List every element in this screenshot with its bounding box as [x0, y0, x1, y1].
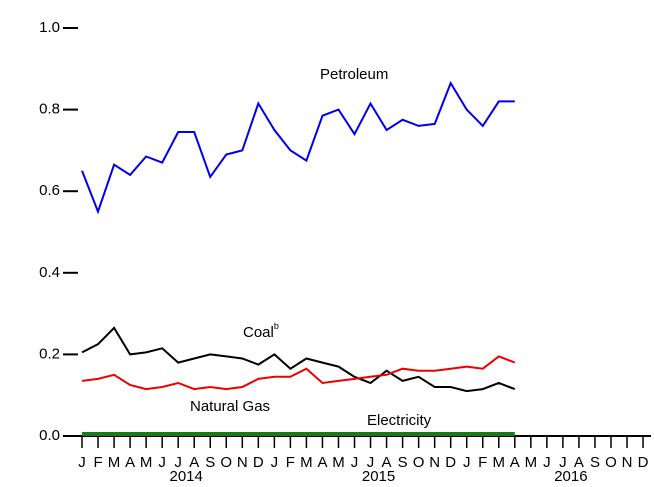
x-tick-label: J	[559, 454, 567, 471]
series-label: Coalb	[243, 321, 279, 341]
x-tick-label: N	[237, 454, 248, 471]
x-tick-label: F	[286, 454, 295, 471]
x-tick-label: N	[622, 454, 633, 471]
x-tick-label: D	[445, 454, 456, 471]
x-tick-label: D	[253, 454, 264, 471]
x-tick-label: M	[140, 454, 153, 471]
x-tick-label: A	[189, 454, 199, 471]
x-tick-label: J	[463, 454, 471, 471]
year-label: 2014	[170, 468, 203, 485]
x-tick-label: M	[332, 454, 345, 471]
year-label: 2016	[554, 468, 587, 485]
series-label: Petroleum	[320, 66, 388, 83]
x-tick-label: S	[205, 454, 215, 471]
x-tick-label: J	[158, 454, 166, 471]
x-tick-label: F	[478, 454, 487, 471]
x-tick-label: O	[605, 454, 617, 471]
x-tick-label: N	[429, 454, 440, 471]
x-tick-label: D	[638, 454, 649, 471]
series-name: Petroleum	[320, 66, 388, 83]
series-name: Natural Gas	[190, 398, 270, 415]
year-label: 2015	[362, 468, 395, 485]
x-tick-label: S	[398, 454, 408, 471]
x-tick-label: J	[351, 454, 359, 471]
y-tick-label: 0.4	[39, 264, 60, 281]
series-name: Coal	[243, 324, 274, 341]
y-tick-label: 0.6	[39, 182, 60, 199]
x-tick-label: M	[108, 454, 121, 471]
x-tick-label: J	[271, 454, 279, 471]
x-tick-label: S	[590, 454, 600, 471]
series-label: Natural Gas	[190, 398, 270, 415]
x-tick-label: M	[493, 454, 506, 471]
x-tick-label: A	[382, 454, 392, 471]
y-tick-label: 1.0	[39, 19, 60, 36]
x-tick-label: M	[525, 454, 538, 471]
series-label: Electricity	[367, 412, 432, 429]
series-line	[81, 326, 516, 393]
x-tick-label: M	[300, 454, 313, 471]
x-tick-label: A	[574, 454, 584, 471]
x-tick-label: J	[543, 454, 551, 471]
x-tick-label: A	[125, 454, 135, 471]
y-tick-label: 0.8	[39, 101, 60, 118]
x-tick-label: J	[174, 454, 182, 471]
x-tick-label: J	[78, 454, 86, 471]
y-tick-label: 0.0	[39, 427, 60, 444]
x-tick-label: O	[413, 454, 425, 471]
y-tick-label: 0.2	[39, 345, 60, 362]
x-tick-label: A	[317, 454, 327, 471]
x-tick-label: F	[93, 454, 102, 471]
x-tick-label: A	[510, 454, 520, 471]
series-name: Electricity	[367, 412, 432, 429]
series-line	[81, 355, 516, 391]
footnote-marker: b	[274, 321, 279, 331]
x-tick-label: J	[367, 454, 375, 471]
x-tick-label: O	[220, 454, 232, 471]
series-line	[81, 80, 515, 215]
